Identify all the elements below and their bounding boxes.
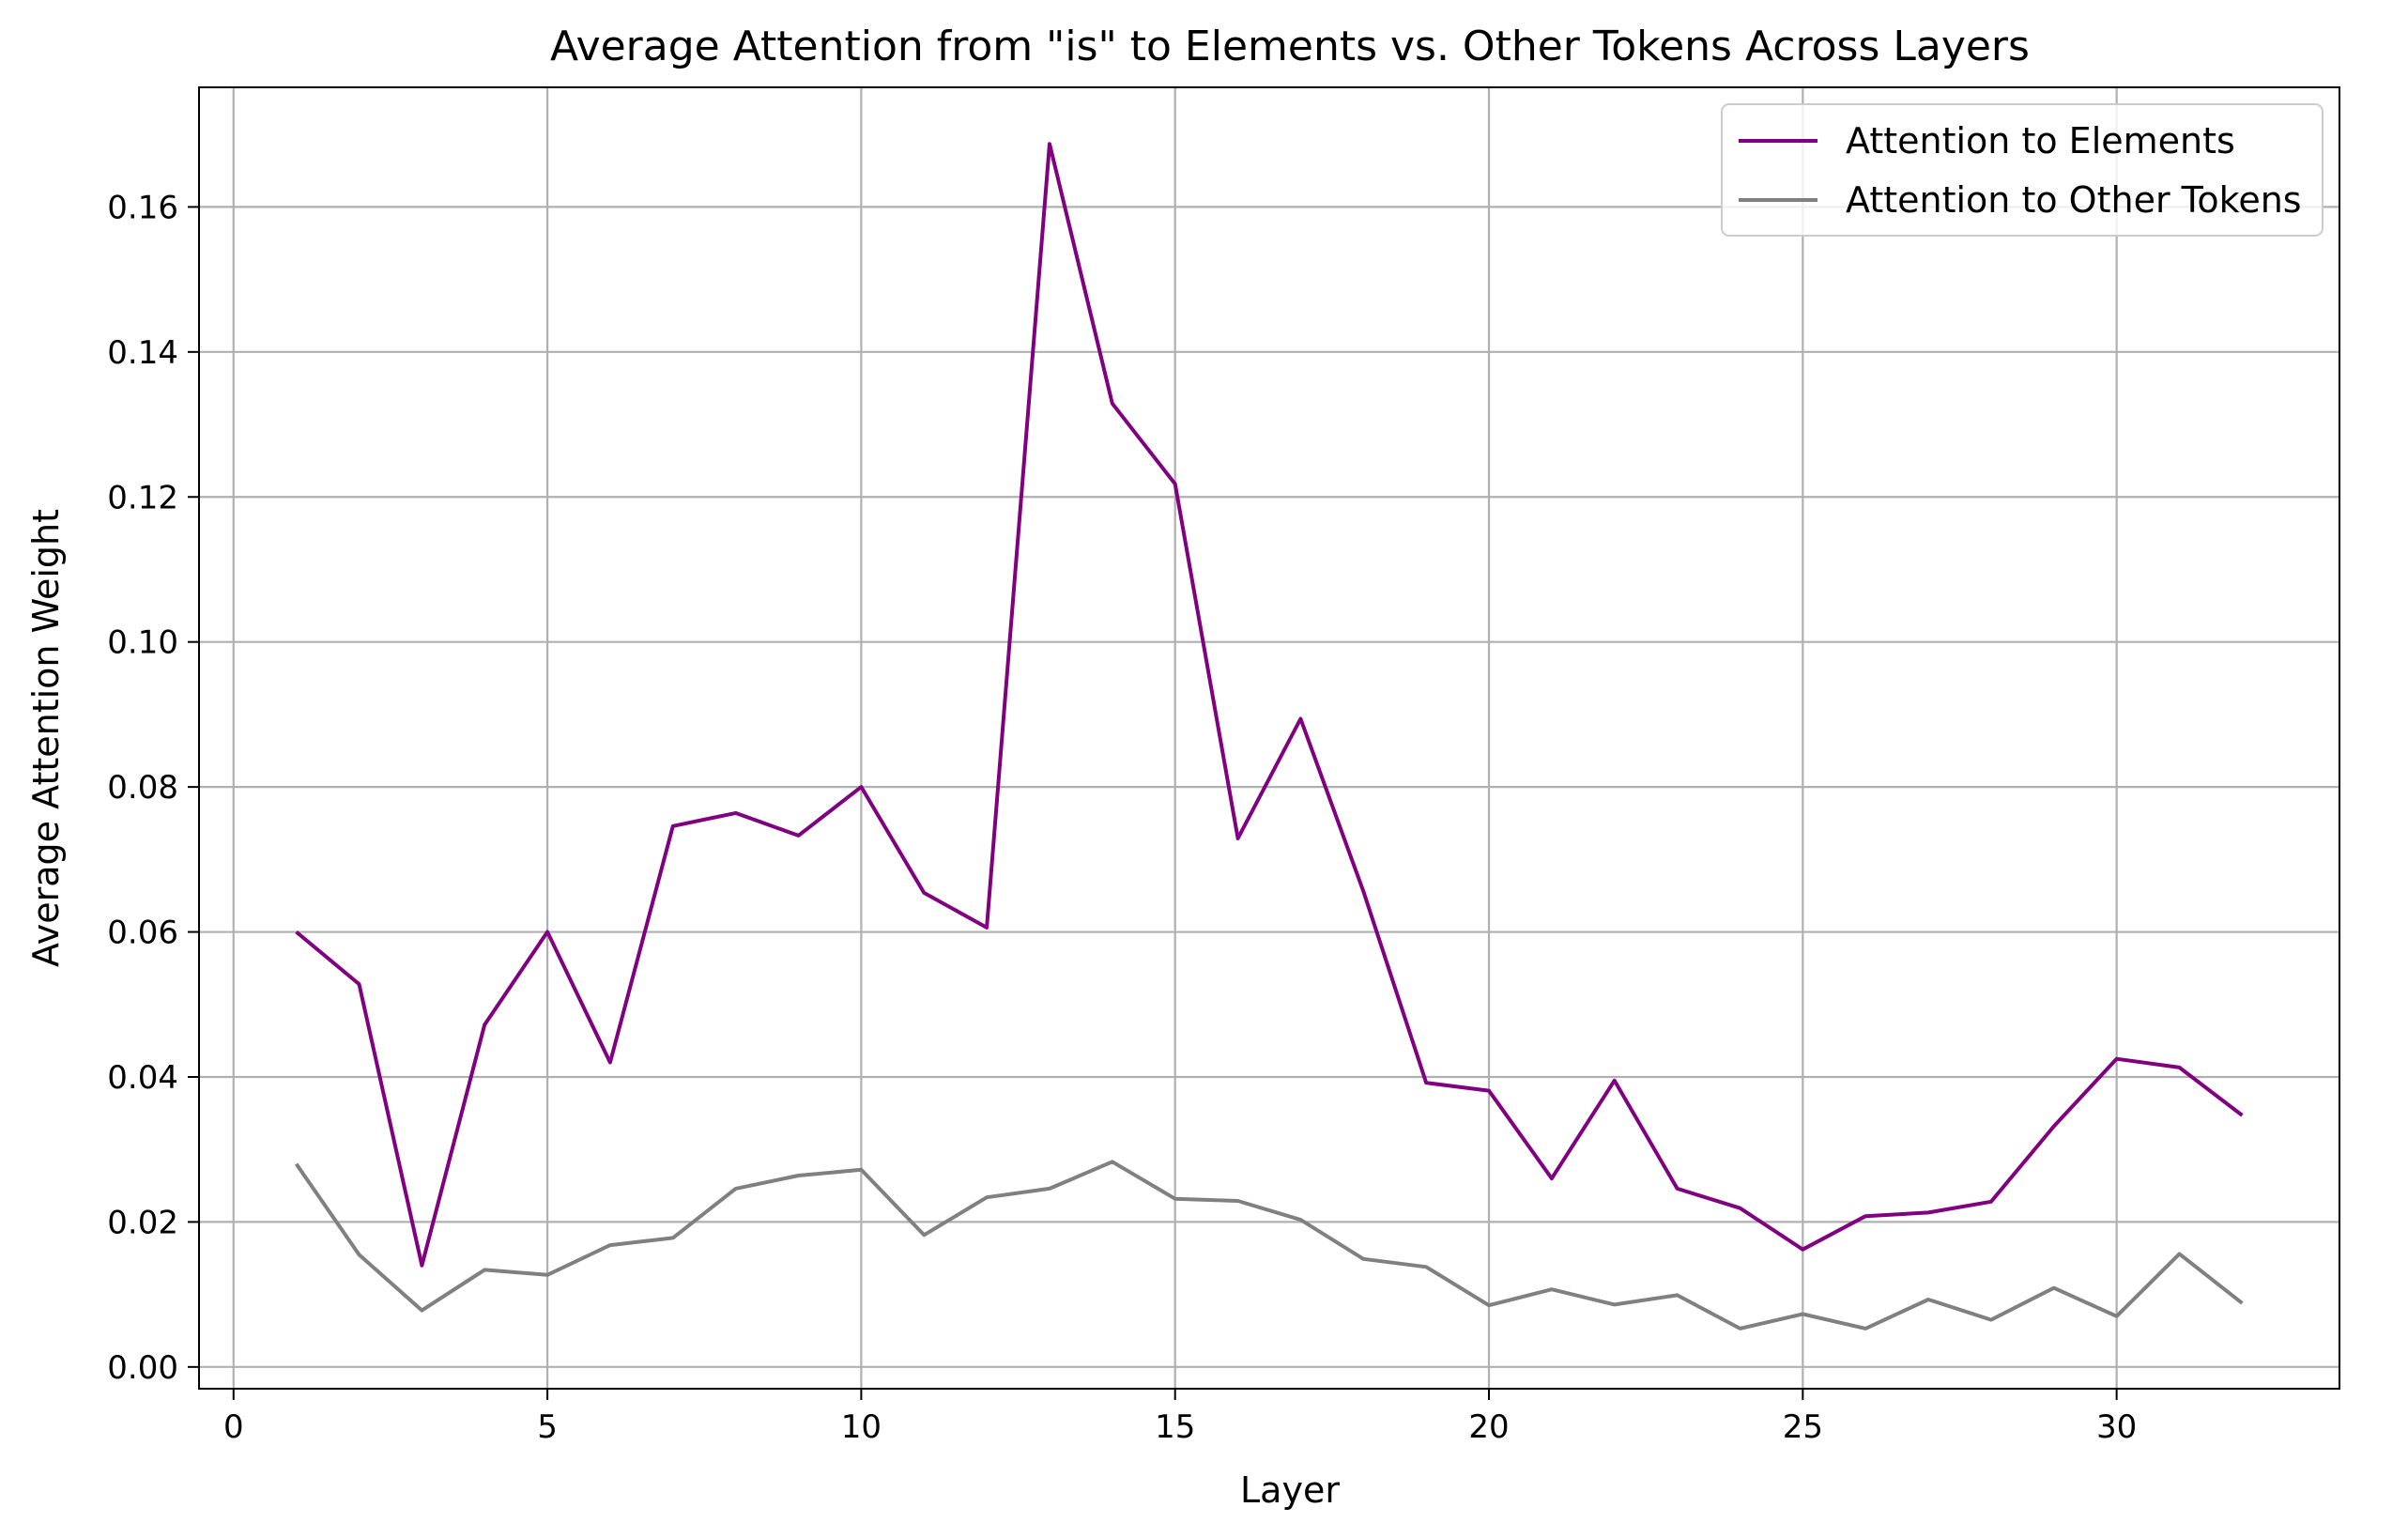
legend-box bbox=[1721, 103, 2324, 237]
series-line-elements bbox=[295, 142, 2244, 1268]
y-tick-label: 0.06 bbox=[107, 915, 178, 952]
x-tick-label: 15 bbox=[1155, 1408, 1195, 1446]
chart-title: Average Attention from "is" to Elements … bbox=[550, 23, 2030, 70]
x-tick-label: 20 bbox=[1468, 1408, 1509, 1446]
gridlines bbox=[199, 87, 2339, 1389]
y-tick-label: 0.02 bbox=[107, 1204, 178, 1241]
x-tick-label: 5 bbox=[537, 1408, 558, 1446]
legend-label-elements: Attention to Elements bbox=[1846, 120, 2235, 161]
y-tick-label: 0.04 bbox=[107, 1059, 178, 1097]
y-axis-label: Average Attention Weight bbox=[25, 509, 67, 967]
x-axis-label: Layer bbox=[1240, 1469, 1340, 1511]
x-tick-label: 25 bbox=[1783, 1408, 1823, 1446]
legend: Attention to Elements Attention to Other… bbox=[1721, 103, 2324, 237]
y-tick-label: 0.10 bbox=[107, 624, 178, 662]
x-tick-label: 30 bbox=[2096, 1408, 2137, 1446]
plot-frame bbox=[198, 86, 2340, 1390]
series-line-other-tokens bbox=[294, 1160, 2244, 1330]
y-tick-label: 0.00 bbox=[107, 1349, 178, 1387]
y-tick-label: 0.16 bbox=[107, 189, 178, 226]
y-tick-label: 0.14 bbox=[107, 334, 178, 372]
x-tick-label: 0 bbox=[223, 1408, 244, 1446]
series-lines bbox=[294, 142, 2244, 1330]
y-tick-label: 0.08 bbox=[107, 769, 178, 807]
legend-label-other-tokens: Attention to Other Tokens bbox=[1846, 179, 2302, 221]
y-tick-label: 0.12 bbox=[107, 479, 178, 516]
axis-ticks: 0 5 10 15 20 25 30 0.00 0.02 0.04 0.06 0.08 0.10 0.12… bbox=[107, 189, 2137, 1446]
x-tick-label: 10 bbox=[841, 1408, 882, 1446]
